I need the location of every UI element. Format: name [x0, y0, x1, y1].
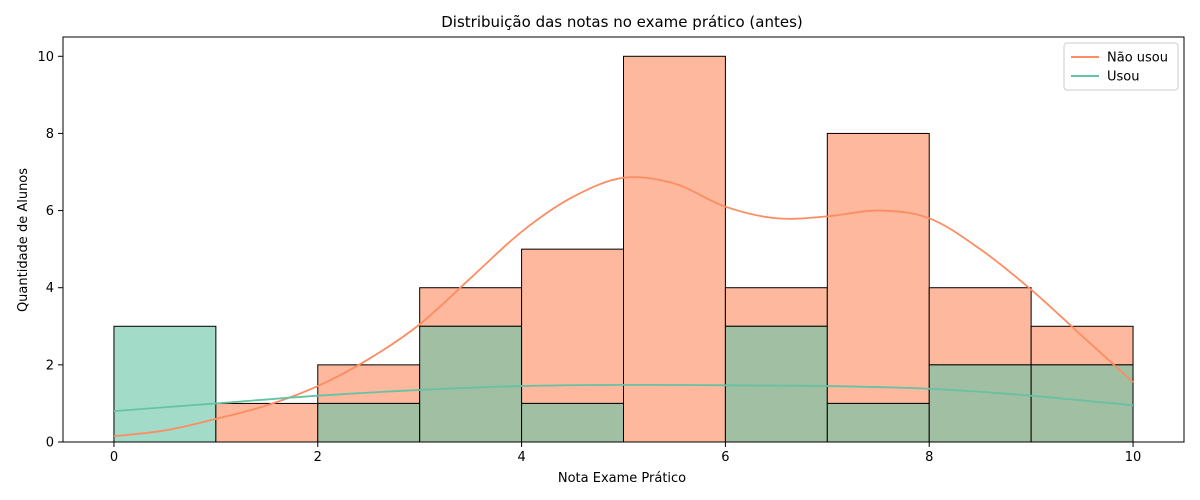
- bar-no-usou-8: [928, 287, 1032, 366]
- plot-area: 0 2 4 6 8 10 0 2 4 6 8 10: [37, 36, 1185, 465]
- bar-no-usou-6: [724, 287, 828, 327]
- bar-no-usou-9: [1030, 325, 1134, 366]
- x-tick-label-0: 0: [110, 450, 118, 465]
- y-tick-label-2: 2: [46, 358, 54, 373]
- kde-line-usou: [113, 383, 1134, 413]
- bar-overlap-8: [928, 364, 1032, 443]
- y-axis-title: Quantidade de Alunos: [16, 168, 31, 312]
- bar-overlap-2: [317, 402, 421, 443]
- y-tick-label-10: 10: [37, 50, 54, 65]
- x-axis-title: Nota Exame Prático: [558, 471, 686, 486]
- x-tick-label-4: 4: [517, 450, 525, 465]
- bar-usou-0: [113, 325, 217, 443]
- bar-overlap-4: [521, 402, 624, 443]
- chart-title: Distribuição das notas no exame prático …: [441, 13, 803, 31]
- legend-box: [1063, 42, 1179, 91]
- bar-no-usou-1: [215, 402, 319, 443]
- x-tick-label-2: 2: [314, 450, 322, 465]
- x-tick-label-10: 10: [1125, 450, 1142, 465]
- bar-overlap-7: [826, 402, 930, 443]
- histogram-bins: [113, 55, 1134, 443]
- bar-overlap-6: [724, 325, 828, 443]
- y-tick-label-8: 8: [46, 127, 54, 142]
- x-tick-label-6: 6: [721, 450, 729, 465]
- y-tick-label-4: 4: [46, 281, 54, 296]
- bar-no-usou-4: [521, 248, 624, 404]
- legend-label-nao-usou: Não usou: [1107, 51, 1168, 66]
- legend: Não usou Usou: [1063, 42, 1179, 91]
- bar-no-usou-2: [317, 364, 421, 404]
- x-tick-label-8: 8: [925, 450, 933, 465]
- legend-label-usou: Usou: [1107, 70, 1139, 85]
- bar-overlap-3: [419, 325, 523, 443]
- bar-no-usou-3: [419, 287, 523, 327]
- bar-no-usou-7: [826, 132, 930, 404]
- plot-frame: [62, 36, 1185, 443]
- y-tick-label-6: 6: [46, 204, 54, 219]
- y-tick-label-0: 0: [46, 436, 54, 451]
